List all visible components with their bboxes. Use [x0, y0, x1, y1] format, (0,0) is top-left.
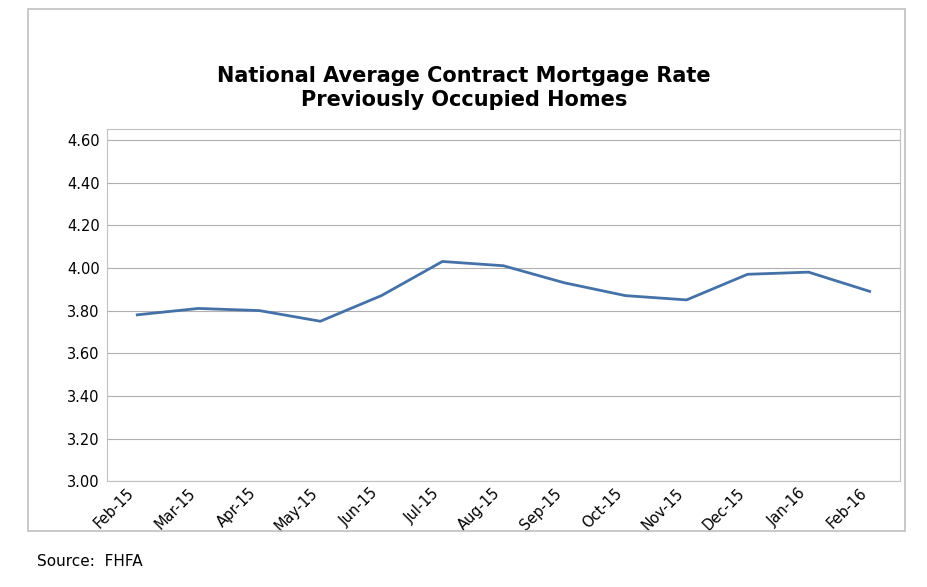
- Text: Source:  FHFA: Source: FHFA: [37, 554, 143, 569]
- Text: National Average Contract Mortgage Rate
Previously Occupied Homes: National Average Contract Mortgage Rate …: [217, 66, 710, 110]
